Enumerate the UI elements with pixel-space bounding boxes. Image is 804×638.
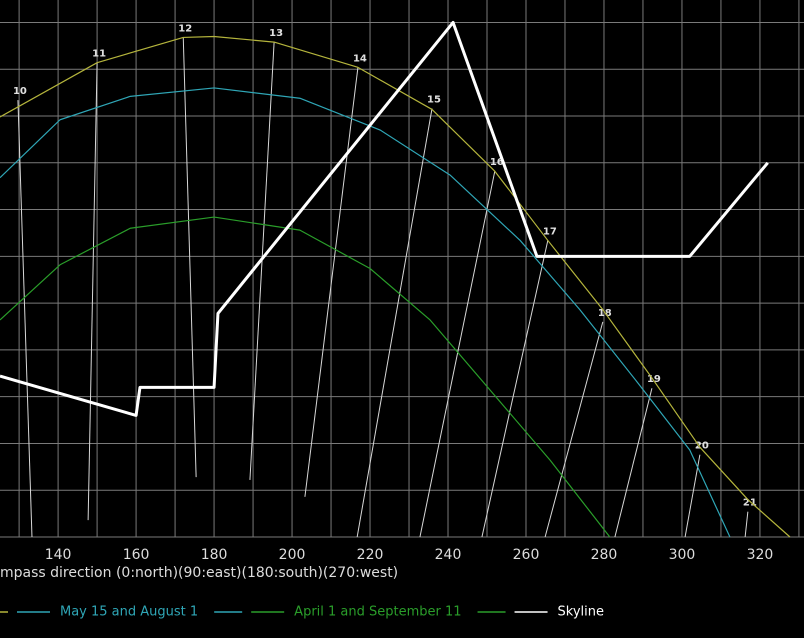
hour-line [87, 62, 98, 521]
legend-label: May 15 and August 1 [60, 605, 198, 620]
hour-label: 16 [490, 157, 504, 168]
hour-line [614, 388, 653, 538]
hour-line [17, 100, 33, 538]
hour-label: 20 [695, 441, 709, 452]
hour-line [356, 108, 433, 538]
x-tick-label: 300 [669, 547, 696, 563]
hour-label: 17 [543, 226, 557, 237]
hour-line [684, 454, 701, 538]
x-tick-label: 260 [513, 547, 540, 563]
legend-label: Skyline [558, 605, 604, 620]
x-tick-label: 140 [45, 547, 72, 563]
hour-line [419, 171, 496, 538]
x-tick-label: 160 [123, 547, 150, 563]
x-tick-label: 240 [435, 547, 462, 563]
x-tick-label: 280 [591, 547, 618, 563]
hour-line [544, 321, 604, 538]
x-tick-label: 320 [747, 547, 774, 563]
hour-label: 11 [92, 49, 106, 60]
hour-label: 21 [743, 498, 757, 509]
hour-label: 10 [13, 86, 27, 97]
x-tick-label: 180 [201, 547, 228, 563]
hour-label: 14 [353, 53, 367, 64]
series-line [0, 216, 611, 538]
hour-line [304, 67, 359, 497]
hour-label: 19 [647, 374, 661, 385]
x-tick-label: 200 [279, 547, 306, 563]
hour-line [182, 37, 197, 478]
series-line [0, 35, 791, 538]
hour-label: 12 [178, 23, 192, 34]
series-line [0, 20, 769, 417]
hour-label: 13 [269, 28, 283, 39]
x-axis-label: mpass direction (0:north)(90:east)(180:s… [0, 565, 398, 581]
legend-label: April 1 and September 11 [294, 605, 461, 620]
x-tick-label: 220 [357, 547, 384, 563]
hour-label: 15 [427, 95, 441, 106]
series-line [0, 87, 731, 538]
hour-line [744, 511, 749, 538]
hour-line [481, 240, 549, 538]
